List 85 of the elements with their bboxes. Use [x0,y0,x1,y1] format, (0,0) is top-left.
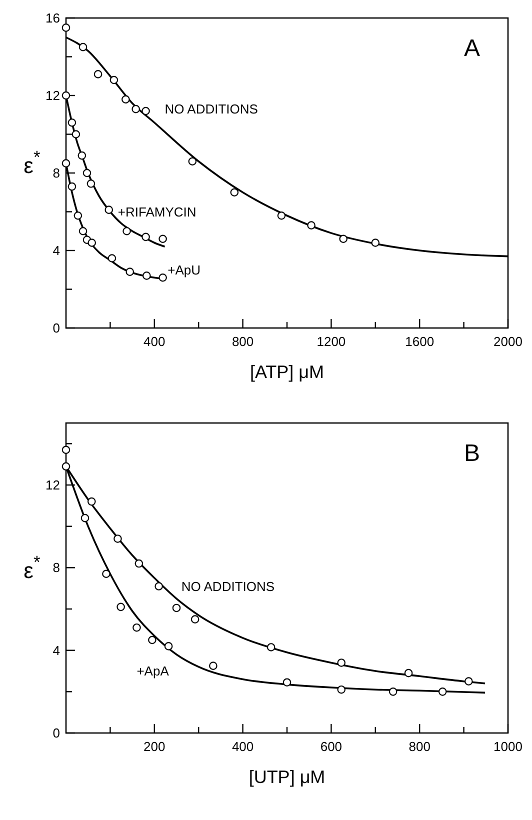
x-tick-label: 600 [320,739,342,754]
x-tick-label: 1000 [494,739,522,754]
point [86,180,96,188]
point [62,446,70,454]
point [122,95,130,104]
point [68,182,76,191]
point [78,226,88,236]
point [78,151,86,160]
y-axis-title: ε$^{*}$ [24,147,40,178]
y-tick-label: 0 [52,726,60,741]
point [114,534,122,543]
x-axis-title: [ATP] μM [250,362,324,382]
point [80,514,90,522]
point [371,238,380,247]
x-tick-label: 400 [144,334,166,349]
point [142,106,150,116]
point [158,273,167,282]
point [158,234,167,244]
point [88,238,96,247]
point [209,662,218,670]
point [307,221,316,230]
point [277,211,286,220]
y-tick-label: 8 [52,560,60,576]
point [282,678,292,687]
x-axis-title: [UTP] μM [248,767,326,787]
y-axis-title: ε$^{*}$ [24,552,40,583]
point [110,76,118,84]
annotation: +RIFAMYCIN [118,204,196,220]
point [164,642,173,650]
y-tick-label: 12 [46,88,60,104]
annotation: A [464,35,480,62]
point [172,604,181,612]
point [230,188,239,197]
x-tick-label: 2000 [494,334,522,349]
annotation: +ApU [168,262,201,278]
point [188,157,197,166]
point [78,42,88,52]
y-tick-label: 0 [52,320,60,336]
point [108,254,116,262]
point [116,602,125,612]
x-tick-label: 1200 [316,334,346,349]
point [132,623,141,632]
point [339,234,348,244]
point [142,272,151,280]
point [72,130,80,138]
point [62,159,70,168]
point [126,268,134,276]
point [134,559,144,568]
point [190,615,200,624]
x-tick-label: 800 [408,739,430,754]
y-tick-label: 8 [52,166,60,181]
annotation: B [464,440,480,467]
y-tick-label: 4 [52,642,60,658]
point [142,232,150,242]
point [388,688,398,696]
point [122,226,131,236]
point [337,658,346,667]
point [266,643,276,652]
point [62,462,70,471]
point [87,497,96,506]
y-tick-label: 12 [46,478,60,493]
y-tick-label: 16 [46,10,60,26]
point [68,118,76,127]
point [94,70,102,78]
point [337,685,346,694]
annotation: +ApA [136,664,170,679]
point [154,582,163,590]
point [102,570,110,578]
point [464,677,473,686]
annotation: NO ADDITIONS [164,102,258,117]
x-tick-label: 400 [232,739,254,754]
point [74,211,82,220]
point [132,104,140,114]
x-tick-label: 200 [144,739,166,754]
point [148,636,156,644]
annotation: NO ADDITIONS [181,578,275,594]
point [82,168,92,178]
x-tick-label: 800 [232,334,254,349]
point [404,668,413,678]
point [62,24,70,32]
point [104,206,114,214]
point [62,91,70,100]
y-tick-label: 4 [52,243,60,258]
x-tick-label: 1600 [405,334,434,349]
point [438,688,447,696]
